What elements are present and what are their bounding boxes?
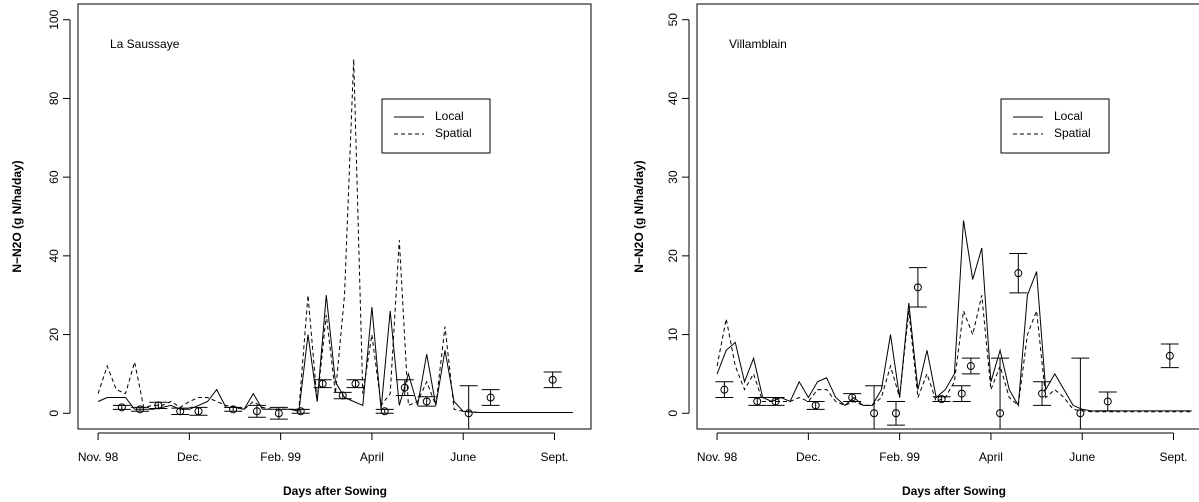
y-tick-label: 40 [47,249,61,263]
y-tick-label: 60 [47,170,61,184]
plot-frame [77,3,592,430]
observation [117,403,126,412]
y-tick-label: 10 [666,328,680,342]
legend-label: Spatial [435,126,472,140]
observation [771,397,780,406]
x-axis-title: Days after Sowing [902,484,1006,498]
series-line [97,295,573,413]
observation [194,407,203,416]
legend: Local Spatial [1000,98,1110,154]
observation [720,385,729,394]
legend: Local Spatial [381,98,491,154]
observation [1165,351,1174,360]
observation [380,407,389,416]
annotation: Villamblain [729,37,787,51]
plot-area [97,59,573,429]
observation [422,397,431,406]
observation [848,393,857,402]
series-line [716,295,1192,413]
legend-box [1000,98,1110,154]
observation [1038,389,1047,398]
panel: 0 10 20 30 40 50 Nov. 98 Dec. Feb. 99 April June Se… [632,3,1199,498]
observation [937,395,946,404]
observation [1076,409,1085,418]
x-tick-label: April [360,450,384,464]
observation [913,283,922,292]
observation [996,409,1005,418]
y-tick-label: 80 [47,91,61,105]
y-tick-label: 100 [47,9,61,29]
series-line [97,59,573,413]
y-tick-label: 20 [666,249,680,263]
observation [464,409,473,418]
observation [811,401,820,410]
legend-label: Local [1054,109,1083,123]
plot-area [715,220,1192,429]
y-tick-label: 40 [666,91,680,105]
x-tick-label: Feb. 99 [260,450,301,464]
observation [870,409,879,418]
y-axis-title: N−N2O (g N/ha/day) [632,160,646,272]
x-tick-label: Dec. [796,450,821,464]
observation [274,409,283,418]
plot-frame [696,3,1199,430]
observation [154,401,163,410]
observation [318,379,327,388]
observation [966,362,975,371]
x-axis-title: Days after Sowing [283,484,387,498]
y-tick-label: 50 [666,13,680,27]
observation [1014,269,1023,278]
observation [351,379,360,388]
legend-label: Spatial [1054,126,1091,140]
y-tick-label: 0 [47,410,61,417]
panel: 0 20 40 60 80 100 Nov. 98 Dec. Feb. 99 April June S… [10,3,592,498]
observation [252,407,261,416]
x-tick-label: Nov. 98 [697,450,738,464]
x-tick-label: Feb. 99 [879,450,920,464]
x-tick-label: June [450,450,476,464]
y-tick-label: 0 [666,410,680,417]
observation [176,407,185,416]
y-tick-label: 30 [666,170,680,184]
x-tick-label: Dec. [177,450,202,464]
observation [400,383,409,392]
observation [753,397,762,406]
observation [957,389,966,398]
legend-label: Local [435,109,464,123]
observation [296,407,305,416]
observation [548,375,557,384]
series-line [716,220,1192,412]
x-tick-label: April [979,450,1003,464]
legend-box [381,98,491,154]
observation [136,405,145,414]
observation [486,393,495,402]
annotation: La Saussaye [110,37,180,51]
y-axis-title: N−N2O (g N/ha/day) [10,160,24,272]
x-tick-label: Sept. [1159,450,1187,464]
observation [229,405,238,414]
x-tick-label: Nov. 98 [78,450,119,464]
observation [1103,397,1112,406]
x-tick-label: June [1069,450,1095,464]
observation [891,409,900,418]
x-tick-label: Sept. [540,450,568,464]
y-tick-label: 20 [47,328,61,342]
observation [338,391,347,400]
